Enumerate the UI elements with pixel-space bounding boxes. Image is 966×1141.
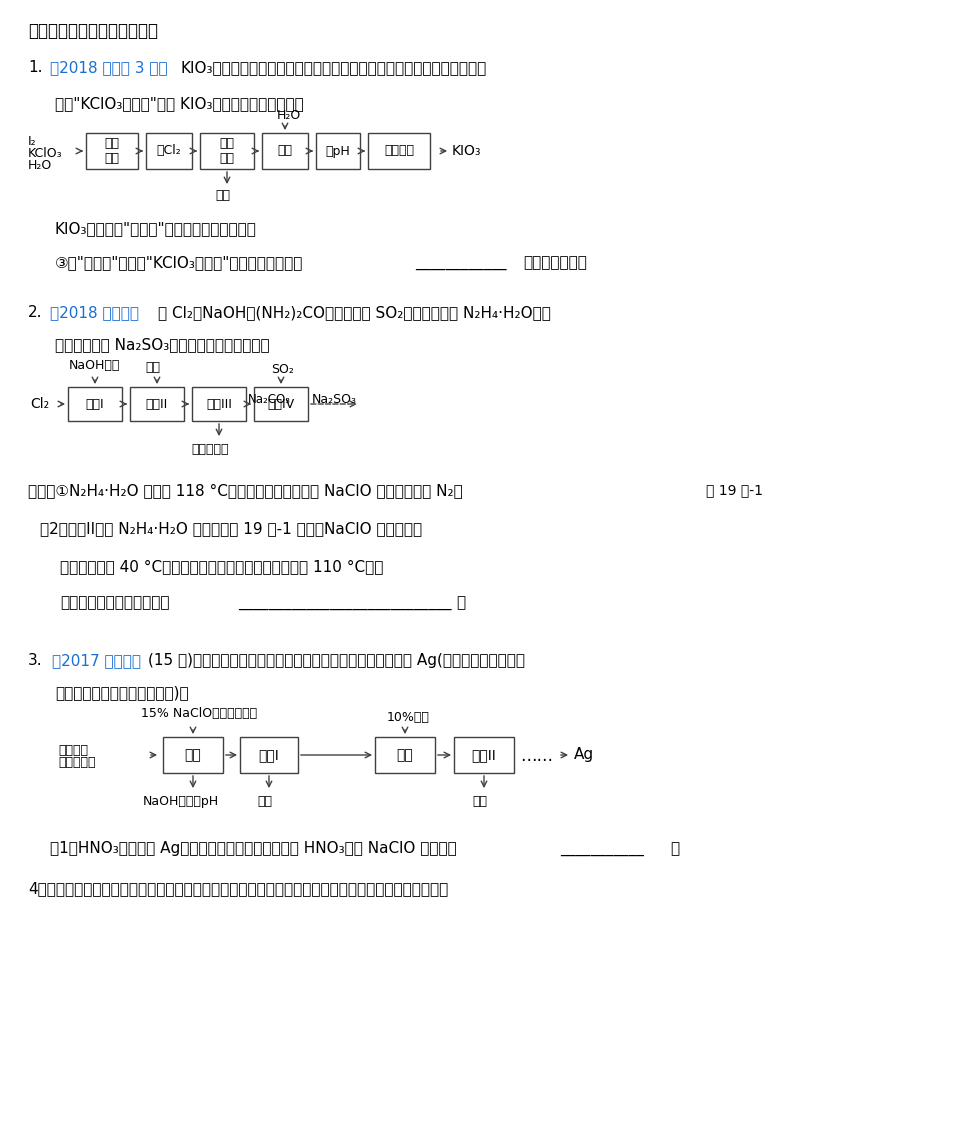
Text: 1.: 1. (28, 60, 43, 75)
Text: 滤液: 滤液 (215, 189, 230, 202)
Text: （2）步骤II合成 N₂H₄·H₂O 的装置如题 19 图-1 所示。NaClO 碱性溶液与: （2）步骤II合成 N₂H₄·H₂O 的装置如题 19 图-1 所示。NaClO… (40, 521, 422, 536)
Text: (15 分)某科研小组采用如下方案回收一种光盘金属层中的少量 Ag(金属层中其他金属含: (15 分)某科研小组采用如下方案回收一种光盘金属层中的少量 Ag(金属层中其他… (148, 653, 525, 667)
Text: 步骤IV: 步骤IV (268, 397, 295, 411)
FancyBboxPatch shape (68, 387, 122, 421)
FancyBboxPatch shape (200, 133, 254, 169)
Text: 调pH: 调pH (326, 145, 351, 157)
Text: 尿素: 尿素 (145, 361, 160, 374)
FancyBboxPatch shape (146, 133, 192, 169)
Text: 【2017 江苏卷】: 【2017 江苏卷】 (52, 653, 141, 667)
Text: 。: 。 (670, 841, 679, 856)
Text: 预处理后: 预处理后 (58, 744, 88, 756)
Text: 氧化: 氧化 (185, 748, 201, 762)
Text: 15% NaClO溶液（过量）: 15% NaClO溶液（过量） (141, 707, 257, 720)
Text: Na₂SO₃: Na₂SO₃ (312, 393, 357, 406)
FancyBboxPatch shape (240, 737, 298, 772)
Text: KIO₃: KIO₃ (452, 144, 481, 157)
Text: Na₂CO₃: Na₂CO₃ (248, 393, 291, 406)
Text: 10%氨水: 10%氨水 (387, 711, 430, 725)
Text: （写出一点）。: （写出一点）。 (523, 254, 587, 270)
FancyBboxPatch shape (192, 387, 246, 421)
Text: 步骤I: 步骤I (86, 397, 104, 411)
Text: ____________________________: ____________________________ (238, 594, 451, 610)
Text: 已知：①N₂H₄·H₂O 沸点约 118 °C，具有强还原性，能与 NaClO 剧烈反应生成 N₂。: 已知：①N₂H₄·H₂O 沸点约 118 °C，具有强还原性，能与 NaClO … (28, 483, 463, 497)
FancyBboxPatch shape (254, 387, 308, 421)
Text: 的光盘碎片: 的光盘碎片 (58, 756, 96, 769)
Text: I₂: I₂ (28, 135, 37, 148)
Text: NaOH溶液调pH: NaOH溶液调pH (143, 795, 219, 808)
Text: 步骤II: 步骤II (146, 397, 168, 411)
Text: 合肼）和无水 Na₂SO₃，其主要实验流程如下：: 合肼）和无水 Na₂SO₃，其主要实验流程如下： (55, 337, 270, 353)
Text: 量过低，对实验的影响可忽略)。: 量过低，对实验的影响可忽略)。 (55, 685, 188, 699)
Text: 过滤I: 过滤I (259, 748, 279, 762)
Text: Cl₂: Cl₂ (30, 397, 49, 411)
FancyBboxPatch shape (163, 737, 223, 772)
Text: 过滤II: 过滤II (471, 748, 497, 762)
Text: ……: …… (520, 747, 553, 764)
Text: ____________: ____________ (415, 254, 506, 270)
Text: 液缩结晶: 液缩结晶 (384, 145, 414, 157)
Text: 。: 。 (456, 594, 465, 610)
Text: SO₂: SO₂ (271, 363, 294, 377)
Text: KIO₃是一种重要的无机化合物，可作为食盐中的补碘剂。回答下列问题：: KIO₃是一种重要的无机化合物，可作为食盐中的补碘剂。回答下列问题： (180, 60, 486, 75)
Text: （1）HNO₃也能氧化 Ag，从反应产物的角度分析，以 HNO₃代替 NaClO 的缺点是: （1）HNO₃也能氧化 Ag，从反应产物的角度分析，以 HNO₃代替 NaClO… (50, 841, 457, 856)
Text: 【2018 新课标 3 卷】: 【2018 新课标 3 卷】 (50, 60, 168, 75)
FancyBboxPatch shape (454, 737, 514, 772)
Text: 以 Cl₂、NaOH、(NH₂)₂CO（尿素）和 SO₂为原料可制备 N₂H₄·H₂O（水: 以 Cl₂、NaOH、(NH₂)₂CO（尿素）和 SO₂为原料可制备 N₂H₄·… (158, 305, 551, 319)
Text: KClO₃: KClO₃ (28, 147, 63, 160)
Text: KIO₃也可采用"电解法"制备，装置如图所示。: KIO₃也可采用"电解法"制备，装置如图所示。 (55, 221, 257, 236)
Text: 滤液: 滤液 (257, 795, 272, 808)
Text: 结晶
过滤: 结晶 过滤 (219, 137, 235, 165)
Text: 4、氯化亚铜是一种重要的化工原料，广泛应用于有机合成、石油、油脂、染料等工业。一种利用品位铜: 4、氯化亚铜是一种重要的化工原料，广泛应用于有机合成、石油、油脂、染料等工业。一… (28, 881, 448, 896)
Text: 逐Cl₂: 逐Cl₂ (156, 145, 182, 157)
FancyBboxPatch shape (368, 133, 430, 169)
FancyBboxPatch shape (130, 387, 184, 421)
FancyBboxPatch shape (375, 737, 435, 772)
Text: 反应。使用冷凝管的目的是: 反应。使用冷凝管的目的是 (60, 594, 169, 610)
Text: 水合肼溶液: 水合肼溶液 (191, 443, 229, 456)
Text: 溶解: 溶解 (277, 145, 293, 157)
Text: 滤渣: 滤渣 (472, 795, 487, 808)
FancyBboxPatch shape (316, 133, 360, 169)
Text: 2.: 2. (28, 305, 43, 319)
Text: 二：高考模考精选例题及答案: 二：高考模考精选例题及答案 (28, 22, 158, 40)
Text: 【2018 江苏卷】: 【2018 江苏卷】 (50, 305, 139, 319)
FancyBboxPatch shape (262, 133, 308, 169)
Text: 尿素水溶液在 40 °C以下反应一段时间后，再迅速升温至 110 °C继续: 尿素水溶液在 40 °C以下反应一段时间后，再迅速升温至 110 °C继续 (60, 559, 384, 574)
Text: 步骤III: 步骤III (206, 397, 232, 411)
Text: 利用"KClO₃氧化法"制备 KIO₃工艺流程如下图所示：: 利用"KClO₃氧化法"制备 KIO₃工艺流程如下图所示： (55, 96, 303, 111)
FancyBboxPatch shape (86, 133, 138, 169)
Text: ③与"电解法"相比，"KClO₃氧化法"的主要不足之处有: ③与"电解法"相比，"KClO₃氧化法"的主要不足之处有 (55, 254, 303, 270)
Text: 3.: 3. (28, 653, 43, 667)
Text: 题 19 图-1: 题 19 图-1 (706, 483, 763, 497)
Text: ___________: ___________ (560, 841, 644, 856)
Text: Ag: Ag (574, 747, 594, 762)
Text: 溶解: 溶解 (397, 748, 413, 762)
Text: H₂O: H₂O (28, 159, 52, 172)
Text: H₂O: H₂O (277, 110, 301, 122)
Text: 酸化
反应: 酸化 反应 (104, 137, 120, 165)
Text: NaOH溶液: NaOH溶液 (69, 359, 121, 372)
